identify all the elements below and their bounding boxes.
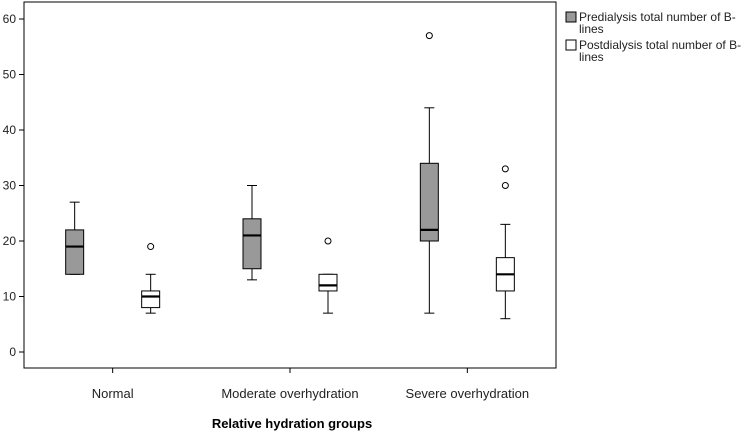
box-iqr	[318, 273, 338, 292]
y-tick-label: 20	[3, 234, 17, 248]
box	[419, 32, 439, 314]
box	[318, 237, 338, 314]
legend-label: Predialysis total number of B-lines	[579, 10, 736, 36]
y-tick-label: 10	[3, 290, 17, 304]
box	[242, 185, 262, 281]
box	[65, 201, 85, 275]
y-axis: 0 10 20 30 40 50 60	[3, 12, 24, 359]
y-tick-label: 0	[9, 345, 16, 359]
outlier-point	[501, 165, 509, 173]
plot-frame	[23, 1, 557, 369]
legend-swatch	[565, 11, 577, 23]
box	[141, 243, 161, 314]
x-axis-title: Relative hydration groups	[212, 416, 372, 431]
y-tick-label: 40	[3, 123, 17, 137]
box-iqr	[141, 290, 161, 309]
box-iqr	[65, 229, 85, 275]
legend-label: Postdialysis total number of B-lines	[579, 38, 741, 64]
legend: Predialysis total number of B-linesPostd…	[565, 10, 741, 64]
outlier-point	[147, 243, 155, 251]
x-category-label: Severe overhydration	[406, 386, 530, 401]
y-tick-label: 30	[3, 179, 17, 193]
outlier-point	[501, 182, 509, 189]
y-tick-label: 50	[3, 68, 17, 82]
outlier-point	[324, 237, 332, 245]
legend-swatch	[565, 39, 577, 51]
box-iqr	[419, 162, 439, 242]
box	[495, 165, 515, 320]
box-iqr	[242, 218, 262, 270]
x-category-label: Normal	[92, 386, 134, 401]
x-axis: Normal Moderate overhydration Severe overh…	[92, 368, 529, 401]
outlier-point	[425, 32, 433, 40]
box-series	[65, 32, 515, 320]
x-category-label: Moderate overhydration	[221, 386, 358, 401]
y-tick-label: 60	[3, 12, 17, 26]
